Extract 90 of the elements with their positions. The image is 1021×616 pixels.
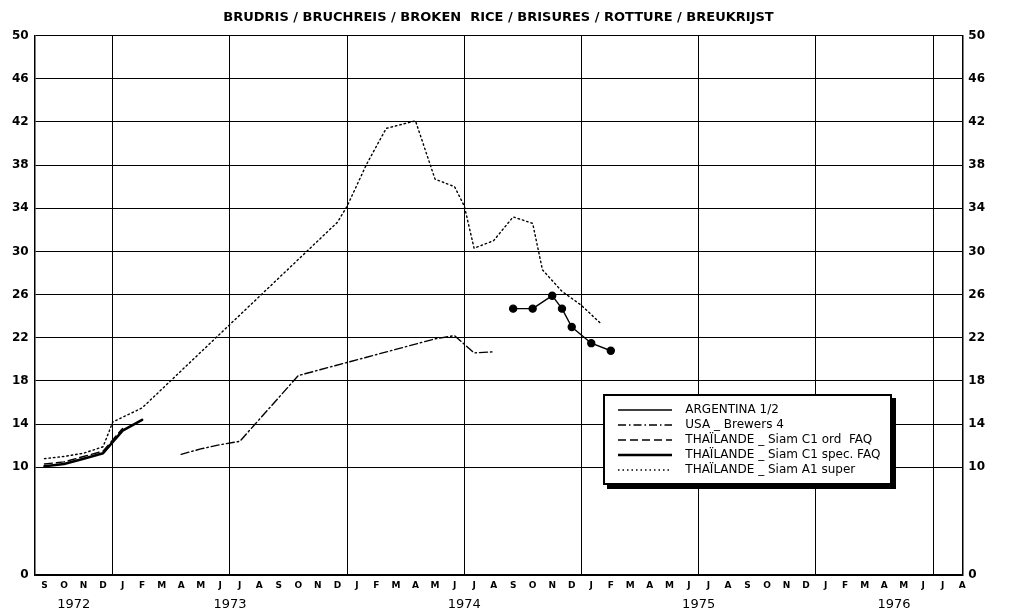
x-tick-label: N [782, 579, 791, 590]
y2-tick-label: 38 [968, 157, 985, 172]
y2-tick-label: 46 [968, 70, 985, 85]
x-tick-label: M [899, 579, 909, 590]
x-tick-label: M [625, 579, 635, 590]
x-tick-label: J [354, 579, 359, 590]
point [587, 338, 596, 348]
x-tick-label: M [430, 579, 440, 590]
point [528, 304, 537, 313]
point [606, 346, 615, 355]
y-tick-label: 18 [12, 373, 29, 388]
x-tick-label: S [41, 579, 48, 590]
x-tick-label: J [217, 579, 222, 590]
x-tick-label: F [607, 579, 614, 590]
x-tick-label: S [275, 579, 283, 590]
x-tick-label: A [490, 579, 498, 590]
x-tick-label: D [802, 579, 810, 590]
legend-label: USA _ Brewers 4 [685, 417, 784, 433]
x-tick-label: A [646, 579, 654, 590]
x-tick-label: O [763, 579, 772, 590]
x-tick-label: J [822, 579, 828, 590]
point [567, 322, 576, 332]
text: 1976 [877, 595, 911, 611]
chart-title: BRUDRIS / BRUCHREIS / BROKEN RICE / BRISURES / ROTTURE / BREUKRIJST [223, 9, 774, 25]
x-tick-label: S [744, 579, 751, 590]
y-tick-label: 0 [20, 567, 29, 582]
x-tick-label: J [705, 579, 711, 590]
x-tick-label: J [471, 579, 476, 590]
legend-label: ARGENTINA 1/2 [685, 402, 779, 418]
y2-tick-label: 18 [968, 373, 985, 388]
x-tick-label: D [99, 579, 107, 590]
y2-tick-label: 22 [968, 329, 985, 344]
y2-tick-label: 0 [968, 567, 977, 582]
x-tick-label: J [940, 579, 945, 590]
y2-tick-label: 26 [968, 286, 985, 301]
x-tick-label: A [880, 579, 888, 590]
text: 1973 [213, 595, 247, 611]
x-tick-label: O [60, 579, 69, 590]
x-tick-label: M [664, 579, 674, 590]
x-tick-label: N [314, 579, 322, 590]
y2-tick-label: 42 [968, 114, 985, 129]
x-tick-label: D [333, 579, 342, 590]
x-tick-label: J [119, 579, 125, 590]
x-tick-label: J [237, 579, 242, 590]
x-tick-label: N [548, 579, 556, 590]
x-tick-label: O [528, 579, 537, 590]
text: 1972 [57, 595, 91, 611]
y-tick-label: 42 [12, 114, 29, 129]
x-tick-label: A [724, 579, 732, 590]
legend-label: THAÏLANDE _ Siam A1 super [685, 462, 856, 478]
legend-label: THAÏLANDE _ Siam C1 spec. FAQ [685, 447, 881, 462]
y-tick-label: 34 [12, 200, 29, 215]
x-tick-label: J [451, 579, 457, 590]
x-tick-label: F [842, 579, 849, 590]
x-tick-label: A [412, 579, 420, 590]
y-tick-label: 50 [12, 27, 29, 42]
x-tick-label: J [920, 579, 925, 590]
point [508, 304, 518, 313]
y-tick-label: 46 [12, 70, 29, 85]
y2-tick-label: 10 [968, 459, 985, 474]
point [548, 291, 557, 300]
x-tick-label: M [391, 579, 401, 590]
legend-label: THAÏLANDE _ Siam C1 ord FAQ [685, 432, 873, 447]
x-tick-label: D [567, 579, 576, 590]
x-tick-label: O [294, 579, 303, 590]
x-tick-label: J [588, 579, 593, 590]
x-tick-label: M [860, 579, 870, 590]
x-tick-label: J [686, 579, 691, 590]
text: 1975 [682, 595, 716, 611]
x-tick-label: A [958, 579, 966, 590]
y2-tick-label: 50 [968, 27, 985, 42]
x-tick-label: F [139, 579, 146, 590]
y-tick-label: 38 [12, 157, 29, 172]
y2-tick-label: 14 [968, 416, 985, 431]
y-tick-label: 26 [12, 286, 29, 301]
x-tick-label: M [196, 579, 206, 590]
x-tick-label: F [373, 579, 380, 590]
y-tick-label: 22 [12, 329, 29, 344]
x-tick-label: A [177, 579, 185, 590]
y-tick-label: 30 [12, 243, 29, 258]
point [557, 304, 567, 313]
x-tick-label: N [79, 579, 88, 590]
y2-tick-label: 30 [968, 243, 985, 258]
x-tick-label: S [509, 579, 517, 590]
y-tick-label: 14 [12, 416, 29, 431]
x-tick-label: M [157, 579, 167, 590]
text: 1974 [447, 595, 481, 611]
x-tick-label: A [255, 579, 263, 590]
y-tick-label: 10 [12, 459, 29, 474]
y2-tick-label: 34 [968, 200, 985, 215]
